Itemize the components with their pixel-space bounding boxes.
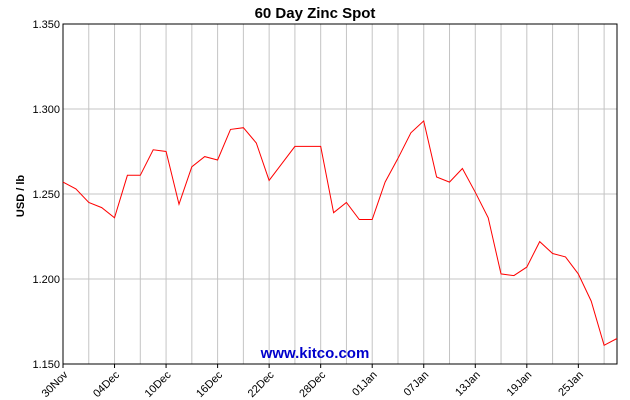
y-axis-label: USD / lb xyxy=(15,175,27,217)
y-tick-label: 1.300 xyxy=(32,104,60,116)
x-tick-label: 30Nov xyxy=(40,369,71,400)
x-tick-label: 22Dec xyxy=(246,369,277,400)
x-tick-label: 13Jan xyxy=(453,369,483,399)
chart-title: 60 Day Zinc Spot xyxy=(255,5,376,22)
zinc-price-line xyxy=(62,119,618,347)
x-tick-label: 01Jan xyxy=(350,369,380,399)
x-tick-label: 25Jan xyxy=(556,369,586,399)
x-tick-label: 07Jan xyxy=(402,369,432,399)
kitco-watermark: www.kitco.com xyxy=(260,345,370,362)
y-tick-label: 1.250 xyxy=(32,189,60,201)
y-tick-label: 1.200 xyxy=(32,274,60,286)
x-tick-label: 16Dec xyxy=(194,369,225,400)
y-tick-label: 1.350 xyxy=(32,19,60,31)
x-tick-label: 10Dec xyxy=(143,369,174,400)
grid-lines xyxy=(63,23,617,365)
x-tick-label: 04Dec xyxy=(91,369,122,400)
x-axis-ticks: 30Nov 04Dec 10Dec 16Dec 22Dec 28Dec 01Jan 07Jan… xyxy=(40,364,586,400)
y-tick-label: 1.150 xyxy=(32,359,60,371)
x-tick-label: 19Jan xyxy=(505,369,535,399)
y-axis-ticks: 1.350 1.300 1.250 1.200 1.150 xyxy=(32,19,60,371)
plot-area-frame xyxy=(62,23,618,365)
series-layer xyxy=(62,119,618,347)
x-tick-label: 28Dec xyxy=(297,369,328,400)
